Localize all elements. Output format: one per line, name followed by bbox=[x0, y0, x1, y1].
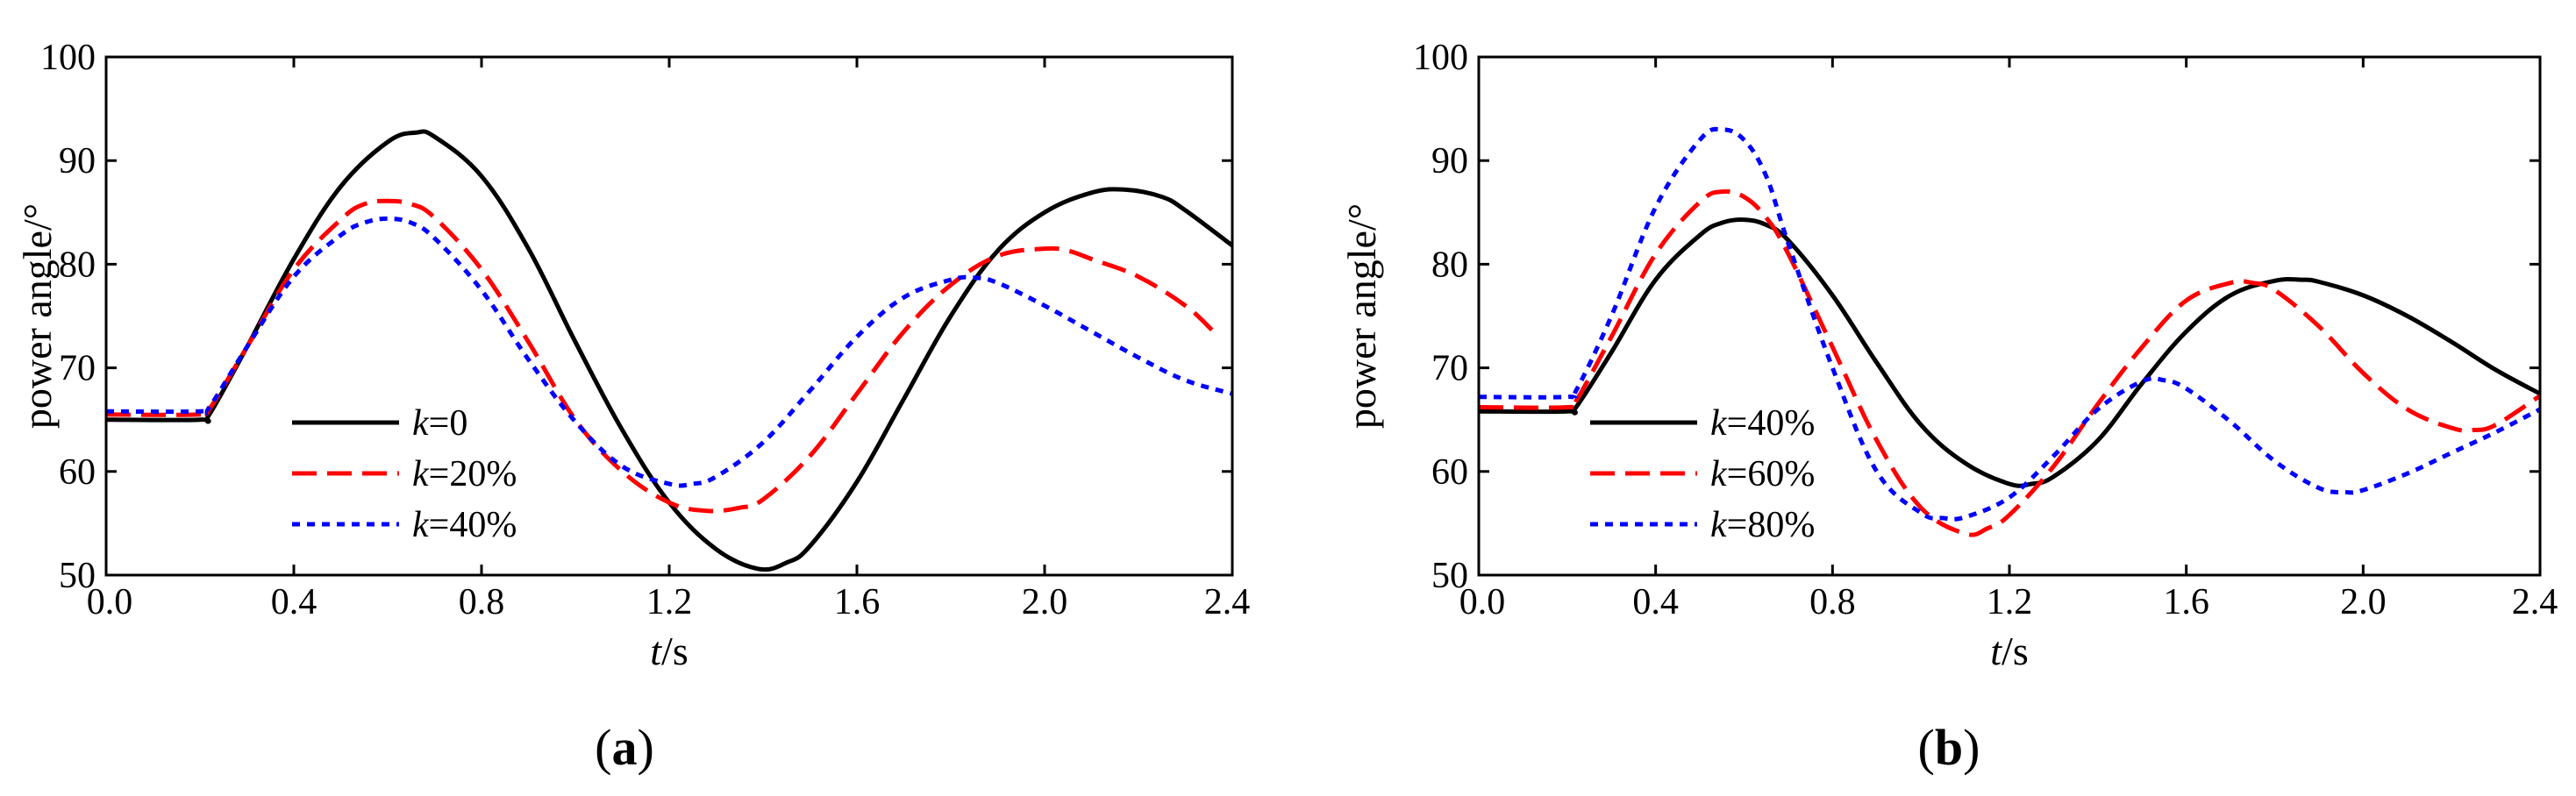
x-tick-label: 2.0 bbox=[2340, 582, 2387, 622]
legend-label: k=40% bbox=[1710, 403, 1815, 444]
panel-label: (a) bbox=[595, 719, 654, 776]
y-tick-label: 100 bbox=[40, 38, 96, 78]
x-tick-label: 0.0 bbox=[87, 582, 133, 622]
legend: k=40% k=60% k=80% bbox=[1590, 403, 1815, 545]
x-axis-label: t/s bbox=[1990, 629, 2028, 673]
y-tick-label: 60 bbox=[1431, 452, 1468, 493]
x-tick-label: 0.8 bbox=[459, 582, 505, 622]
y-tick-label: 70 bbox=[59, 349, 96, 389]
x-tick-label: 0.4 bbox=[271, 582, 318, 622]
legend-label: k=40% bbox=[412, 505, 517, 545]
y-tick-label: 90 bbox=[59, 141, 96, 181]
x-tick-label: 1.6 bbox=[2163, 582, 2209, 622]
series-line-20 bbox=[106, 198, 1216, 514]
legend: k=0 k=20% k=40% bbox=[292, 403, 517, 545]
panel-label: (b) bbox=[1918, 719, 1980, 776]
series-group bbox=[1479, 126, 2540, 537]
x-tick-label: 1.2 bbox=[1987, 582, 2033, 622]
y-tick-label: 90 bbox=[1431, 141, 1468, 181]
x-tick-label: 1.6 bbox=[834, 582, 881, 622]
series-group bbox=[106, 129, 1232, 572]
plot-frame bbox=[104, 55, 1234, 577]
legend-label: k=60% bbox=[1710, 454, 1815, 494]
x-axis-label: t/s bbox=[650, 629, 688, 673]
y-tick-label: 100 bbox=[1413, 38, 1468, 78]
x-tick-label: 0.0 bbox=[1459, 582, 1506, 622]
series-line-80 bbox=[1479, 126, 2540, 522]
legend-label: k=20% bbox=[412, 454, 517, 494]
x-tick-label: 2.4 bbox=[1204, 582, 1251, 622]
x-tick-label: 0.4 bbox=[1632, 582, 1679, 622]
legend-label: k=80% bbox=[1710, 505, 1815, 545]
y-tick-label: 50 bbox=[59, 556, 96, 596]
panel-a: 0.0 0.4 0.8 1.2 1.6 2.0 2.4 50 60 70 80 90 100 t/s pow… bbox=[15, 38, 1250, 776]
plot-frame bbox=[1477, 55, 2542, 577]
y-tick-label: 70 bbox=[1431, 349, 1468, 389]
x-tick-label: 1.2 bbox=[646, 582, 693, 622]
x-tick-label: 2.4 bbox=[2512, 582, 2558, 622]
x-tick-label: 2.0 bbox=[1022, 582, 1068, 622]
x-tick-label: 0.8 bbox=[1809, 582, 1856, 622]
y-axis-label: power angle/° bbox=[1339, 203, 1384, 429]
y-tick-label: 80 bbox=[59, 245, 96, 285]
series-line-40 bbox=[1479, 217, 2540, 488]
series-line-40 bbox=[106, 216, 1232, 488]
y-tick-label: 80 bbox=[1431, 245, 1468, 285]
y-tick-label: 50 bbox=[1431, 556, 1468, 596]
y-tick-label: 60 bbox=[59, 452, 96, 493]
y-axis-label: power angle/° bbox=[15, 203, 60, 429]
series-line-60 bbox=[1479, 188, 2540, 537]
panel-b: 0.0 0.4 0.8 1.2 1.6 2.0 2.4 50 60 70 80 90 100 t/s pow… bbox=[1339, 38, 2558, 776]
legend-label: k=0 bbox=[412, 403, 467, 444]
